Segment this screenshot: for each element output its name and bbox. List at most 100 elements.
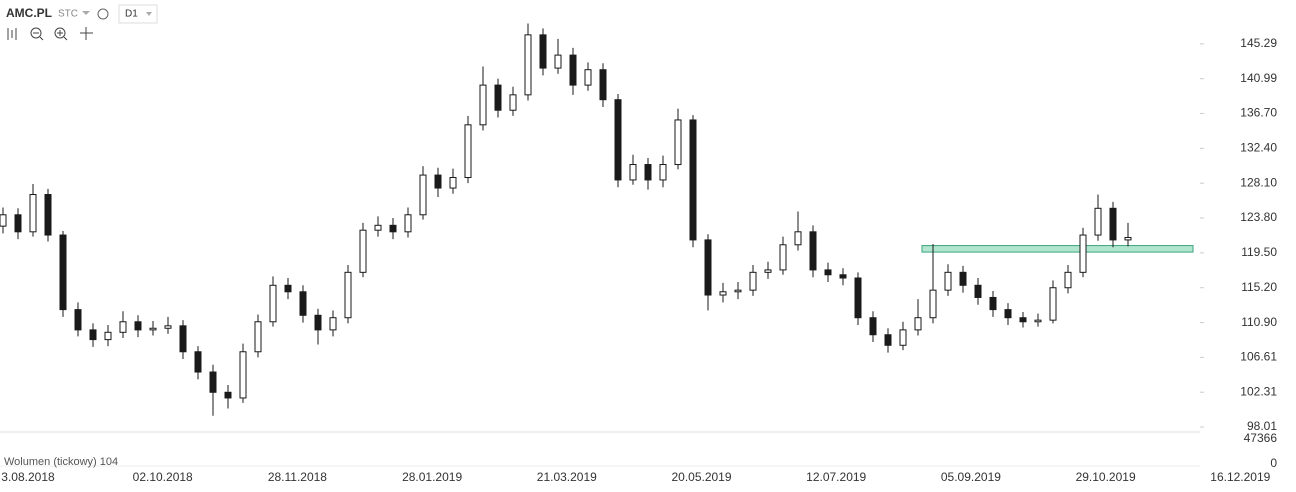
y-tick-label: 119.50	[1241, 245, 1277, 259]
y-tick-label: 110.90	[1241, 315, 1277, 329]
candle-body	[644, 164, 652, 181]
zoom-in[interactable]	[54, 27, 66, 39]
volume-tick-label: 47366	[1244, 431, 1278, 445]
candle-body	[524, 34, 532, 96]
candle-body	[704, 239, 712, 296]
candle-body	[209, 371, 217, 393]
y-tick-label: 128.10	[1240, 175, 1277, 189]
candle-body	[494, 84, 502, 111]
candle-body	[314, 314, 322, 331]
candle-body	[689, 119, 697, 241]
candle-body	[1064, 271, 1072, 289]
dropdown-arrow[interactable]	[82, 11, 90, 15]
candle-body	[0, 214, 7, 227]
volume-tick-label: 0	[1270, 456, 1277, 470]
candle-body	[899, 329, 907, 346]
zoom-in-glyph	[57, 30, 68, 41]
candle-body	[239, 351, 247, 399]
candle-body	[944, 271, 952, 291]
source: STC	[58, 9, 78, 20]
candle-body	[719, 291, 727, 296]
candle-body	[1094, 207, 1102, 236]
y-tick-label: 98.01	[1247, 419, 1277, 433]
y-tick-label: 140.99	[1240, 71, 1277, 85]
candle-body	[389, 224, 397, 233]
y-tick-label: 136.70	[1240, 106, 1277, 120]
candle-body	[1124, 236, 1132, 241]
candle-body	[1004, 309, 1012, 319]
symbol: AMC.PL	[6, 6, 52, 20]
candle-body	[824, 269, 832, 276]
candle-tool[interactable]	[7, 28, 17, 40]
candle-body	[449, 177, 457, 189]
dropdown-arrow[interactable]	[146, 12, 152, 16]
candle-body	[989, 296, 997, 311]
candle-body	[299, 291, 307, 316]
y-tick-label: 115.20	[1241, 280, 1277, 294]
candle-body	[59, 234, 67, 311]
candle-body	[764, 269, 772, 273]
candle-body	[149, 327, 157, 331]
x-tick-label: 16.12.2019	[1210, 470, 1270, 484]
y-tick-label: 145.29	[1240, 36, 1277, 50]
toolbar	[7, 27, 93, 41]
candle-body	[809, 231, 817, 271]
candle-body	[29, 194, 37, 233]
y-tick-label: 132.40	[1240, 140, 1277, 154]
candle-body	[1034, 319, 1042, 323]
candle-body	[374, 224, 382, 231]
candle-body	[119, 321, 127, 333]
candle-body	[404, 214, 412, 233]
candle-body	[479, 84, 487, 126]
candle-body	[629, 164, 637, 181]
candle-body	[194, 351, 202, 373]
candle-body	[869, 317, 877, 336]
y-tick-label: 102.31	[1240, 384, 1277, 398]
candle-body	[14, 214, 22, 233]
candle-body	[674, 119, 682, 166]
candle-body	[1109, 207, 1117, 241]
candle-body	[44, 194, 52, 236]
candle-body	[1079, 234, 1087, 273]
x-tick-label: 05.09.2019	[941, 470, 1001, 484]
candle-body	[554, 54, 562, 69]
x-tick-label: 28.11.2018	[268, 470, 327, 484]
candle-body	[749, 271, 757, 291]
candle-body	[959, 271, 967, 286]
zoom-out-glyph	[33, 32, 44, 41]
candle-body	[734, 289, 742, 293]
zoom-out[interactable]	[30, 27, 42, 39]
candle-body	[614, 99, 622, 181]
interval: D1	[125, 9, 138, 20]
candle-body	[74, 309, 82, 331]
candle-body	[569, 54, 577, 86]
x-tick-label: 12.07.2019	[806, 470, 866, 484]
pan-tool[interactable]	[80, 27, 93, 40]
info-icon[interactable]	[97, 8, 109, 20]
candle-body	[254, 321, 262, 353]
candle-body	[1049, 287, 1057, 321]
candle-body	[179, 325, 187, 353]
candle-body	[464, 124, 472, 179]
candle-body	[794, 231, 802, 246]
candle-body	[344, 271, 352, 319]
x-tick-label: 02.10.2018	[133, 470, 193, 484]
candle-body	[584, 69, 592, 86]
x-tick-label: 20.05.2019	[671, 470, 731, 484]
candle-body	[284, 284, 292, 293]
candle-body	[89, 329, 97, 341]
zone	[921, 245, 1194, 253]
candle-body	[509, 94, 517, 111]
candle-body	[359, 229, 367, 273]
candle-body	[839, 274, 847, 279]
candle-body	[779, 244, 787, 271]
volume-label: Wolumen (tickowy) 104	[4, 456, 118, 468]
interval-select[interactable]	[118, 4, 158, 24]
candle-body	[1019, 317, 1027, 323]
candle-body	[659, 164, 667, 181]
candle-body	[539, 34, 547, 69]
candle-body	[329, 317, 337, 331]
x-tick-label: 28.01.2019	[402, 470, 462, 484]
x-tick-label: 3.08.2018	[1, 470, 55, 484]
